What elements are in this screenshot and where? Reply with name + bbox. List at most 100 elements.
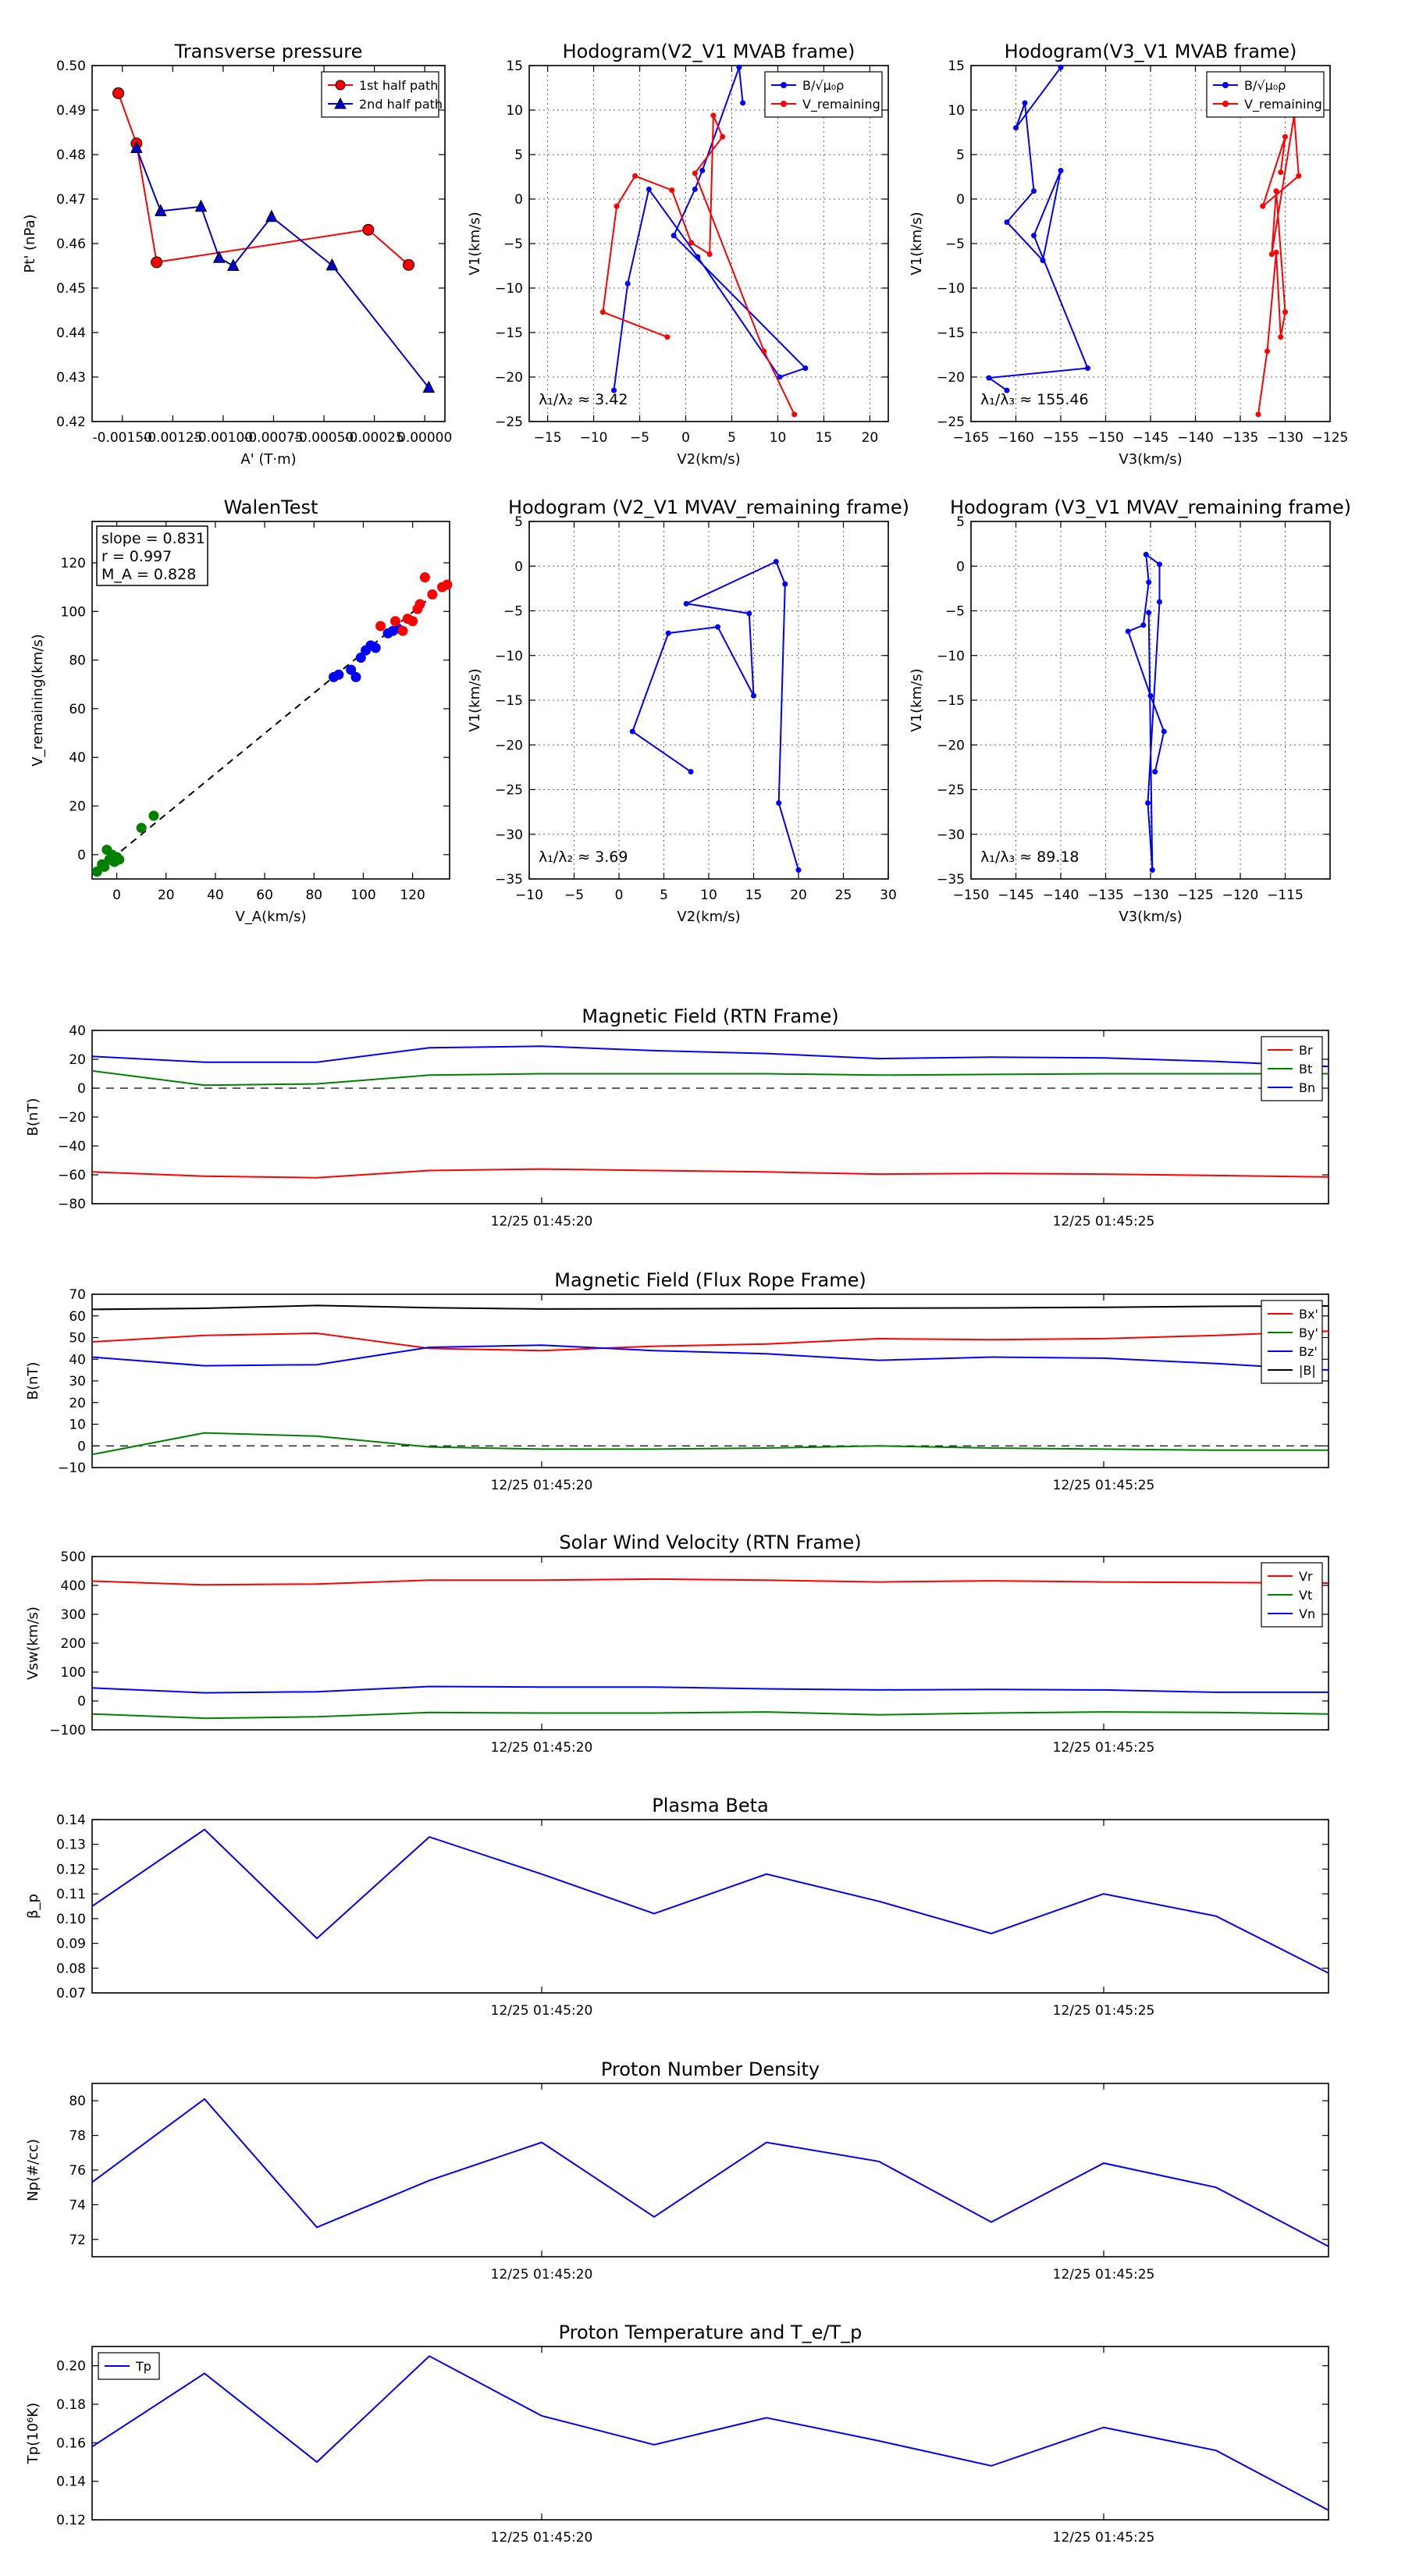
tp-ytick-label: 0.43 xyxy=(56,370,86,386)
h2-series-V_remaining xyxy=(1255,112,1302,418)
h3-xtick-label: 30 xyxy=(880,888,897,903)
tp-point xyxy=(226,258,240,271)
walen-point xyxy=(148,810,159,821)
mag_fr-series-Bz' xyxy=(91,1344,1329,1372)
h1-point xyxy=(706,251,713,258)
beta-ytick-label: 0.13 xyxy=(56,1838,86,1853)
h1-series-B/√μ₀ρ xyxy=(611,64,809,393)
walen-xtick-label: 20 xyxy=(158,888,175,903)
walen-series-red xyxy=(375,572,453,636)
h1-series-line xyxy=(602,115,795,415)
h1-point xyxy=(614,203,620,209)
walen-point xyxy=(442,579,453,590)
h1-axes: −25 −20 −15 −10 −5 0 5 10 15 −15 −10 −5 0 5 10 15 20 Hodo… xyxy=(467,41,889,468)
h4-ytick-label: −35 xyxy=(937,872,965,888)
walen-point xyxy=(390,616,401,627)
h4-point xyxy=(1146,610,1152,616)
mag_fr-ytick-label: 50 xyxy=(69,1331,86,1347)
h3-point xyxy=(715,624,720,630)
np-ytick-label: 80 xyxy=(69,2094,86,2109)
h4-series-hodogram xyxy=(1125,551,1167,873)
walen-point xyxy=(346,664,357,675)
h4-ytick-label: −30 xyxy=(937,827,965,843)
h3-xtick-label: 25 xyxy=(835,888,852,903)
h2-ytick-label: −25 xyxy=(937,415,965,430)
mag_fr-series-Bx' xyxy=(91,1330,1329,1352)
h4-ytick-label: −10 xyxy=(937,649,965,664)
tp_temp-series-Tp xyxy=(91,2355,1329,2511)
h3-ytick-label: 0 xyxy=(514,559,523,575)
h1-xtick-label: 5 xyxy=(727,430,736,446)
mag_fr-ytick-label: −10 xyxy=(58,1461,86,1476)
tp-point xyxy=(403,258,415,271)
tp-series-line xyxy=(135,148,430,389)
h1-point xyxy=(710,112,717,119)
h3-point xyxy=(665,630,671,636)
h3-series-hodogram xyxy=(629,559,802,873)
h2-point xyxy=(1278,334,1284,340)
tp-legend-label: 2nd half path xyxy=(359,97,443,112)
h1-legend-box xyxy=(764,71,883,118)
h1-frame xyxy=(528,65,889,422)
tp-series-line xyxy=(117,92,410,266)
vel-series-Vr xyxy=(91,1578,1329,1586)
walen-ytick-label: 0 xyxy=(77,848,86,863)
h3-series-line xyxy=(631,560,799,870)
mag_rtn-ytick-label: 20 xyxy=(69,1052,86,1068)
h2-xtick-label: −165 xyxy=(953,430,990,446)
h4-point xyxy=(1145,800,1151,806)
h3-ytick-label: 5 xyxy=(514,514,523,530)
h2-ytick-label: 15 xyxy=(948,59,965,74)
vel-axes: −100 0 100 200 300 400 500 12/25 01:45:20 12/25 … xyxy=(25,1532,1329,1756)
mag_rtn-series-Bn xyxy=(91,1045,1329,1068)
h3-ytick-label: −5 xyxy=(503,604,523,620)
vel-ylabel: Vsw(km/s) xyxy=(25,1606,41,1680)
mag_rtn-ytick-label: 40 xyxy=(69,1023,86,1039)
beta-ytick-label: 0.09 xyxy=(56,1937,86,1952)
h1-annotation: λ₁/λ₂ ≈ 3.42 xyxy=(539,391,628,408)
tp-xtick-label: -0.00125 xyxy=(143,430,202,446)
walen-ytick-label: 20 xyxy=(69,799,86,815)
h4-point xyxy=(1140,622,1147,628)
walen-point xyxy=(414,599,425,610)
beta-title: Plasma Beta xyxy=(652,1795,768,1816)
mag_fr-series-By' xyxy=(91,1432,1329,1456)
h1-xtick-label: 20 xyxy=(862,430,879,446)
tp_temp-ylabel: Tp(10⁶K) xyxy=(25,2403,41,2464)
h2-ytick-label: −20 xyxy=(937,370,965,386)
tp-point xyxy=(265,209,278,222)
h1-xtick-label: 0 xyxy=(681,430,690,446)
mag_fr-axes: −10 0 10 20 30 40 50 60 70 12/25 01:45:20 12/25 01… xyxy=(25,1269,1329,1493)
h2-point xyxy=(1278,169,1284,176)
beta-frame xyxy=(91,1819,1329,1994)
walen-ylabel: V_remaining(km/s) xyxy=(30,634,46,767)
beta-axes: 0.07 0.08 0.09 0.10 0.11 0.12 0.13 0.14 12/25 01… xyxy=(25,1795,1329,2019)
vel-ytick-label: −100 xyxy=(49,1723,86,1738)
h1-ytick-label: 10 xyxy=(506,103,523,119)
tp-ytick-label: 0.48 xyxy=(56,148,86,163)
h3-ytick-label: −25 xyxy=(495,783,523,799)
h2-ytick-label: −5 xyxy=(945,237,965,252)
h2-point xyxy=(1085,365,1090,372)
h2-xtick-label: −135 xyxy=(1222,430,1259,446)
h2-xtick-label: −160 xyxy=(998,430,1034,446)
walen-title: WalenTest xyxy=(224,496,318,518)
beta-ytick-label: 0.10 xyxy=(56,1912,86,1927)
h1-point xyxy=(646,186,652,192)
vel-series-Vn xyxy=(91,1685,1329,1694)
tp-frame xyxy=(91,65,446,422)
h4-xtick-label: −120 xyxy=(1222,888,1259,903)
vel-ytick-label: 300 xyxy=(61,1607,86,1623)
h1-ytick-label: −10 xyxy=(495,281,523,297)
tp-ytick-label: 0.47 xyxy=(56,192,86,208)
walen-point xyxy=(350,671,361,682)
h1-ytick-label: −25 xyxy=(495,415,523,430)
h4-point xyxy=(1157,561,1162,568)
tp-axes: 0.42 0.43 0.44 0.45 0.46 0.47 0.48 0.49 0.50 -0.0… xyxy=(22,41,452,468)
tp_temp-ytick-label: 0.20 xyxy=(56,2359,86,2375)
h2-point xyxy=(1031,233,1037,239)
h2-legend-label: V_remaining xyxy=(1244,97,1322,112)
mag_rtn-legend-label: Br xyxy=(1299,1043,1313,1058)
tp_temp-ytick-label: 0.16 xyxy=(56,2435,86,2451)
mag_rtn-series-Br xyxy=(91,1168,1329,1179)
